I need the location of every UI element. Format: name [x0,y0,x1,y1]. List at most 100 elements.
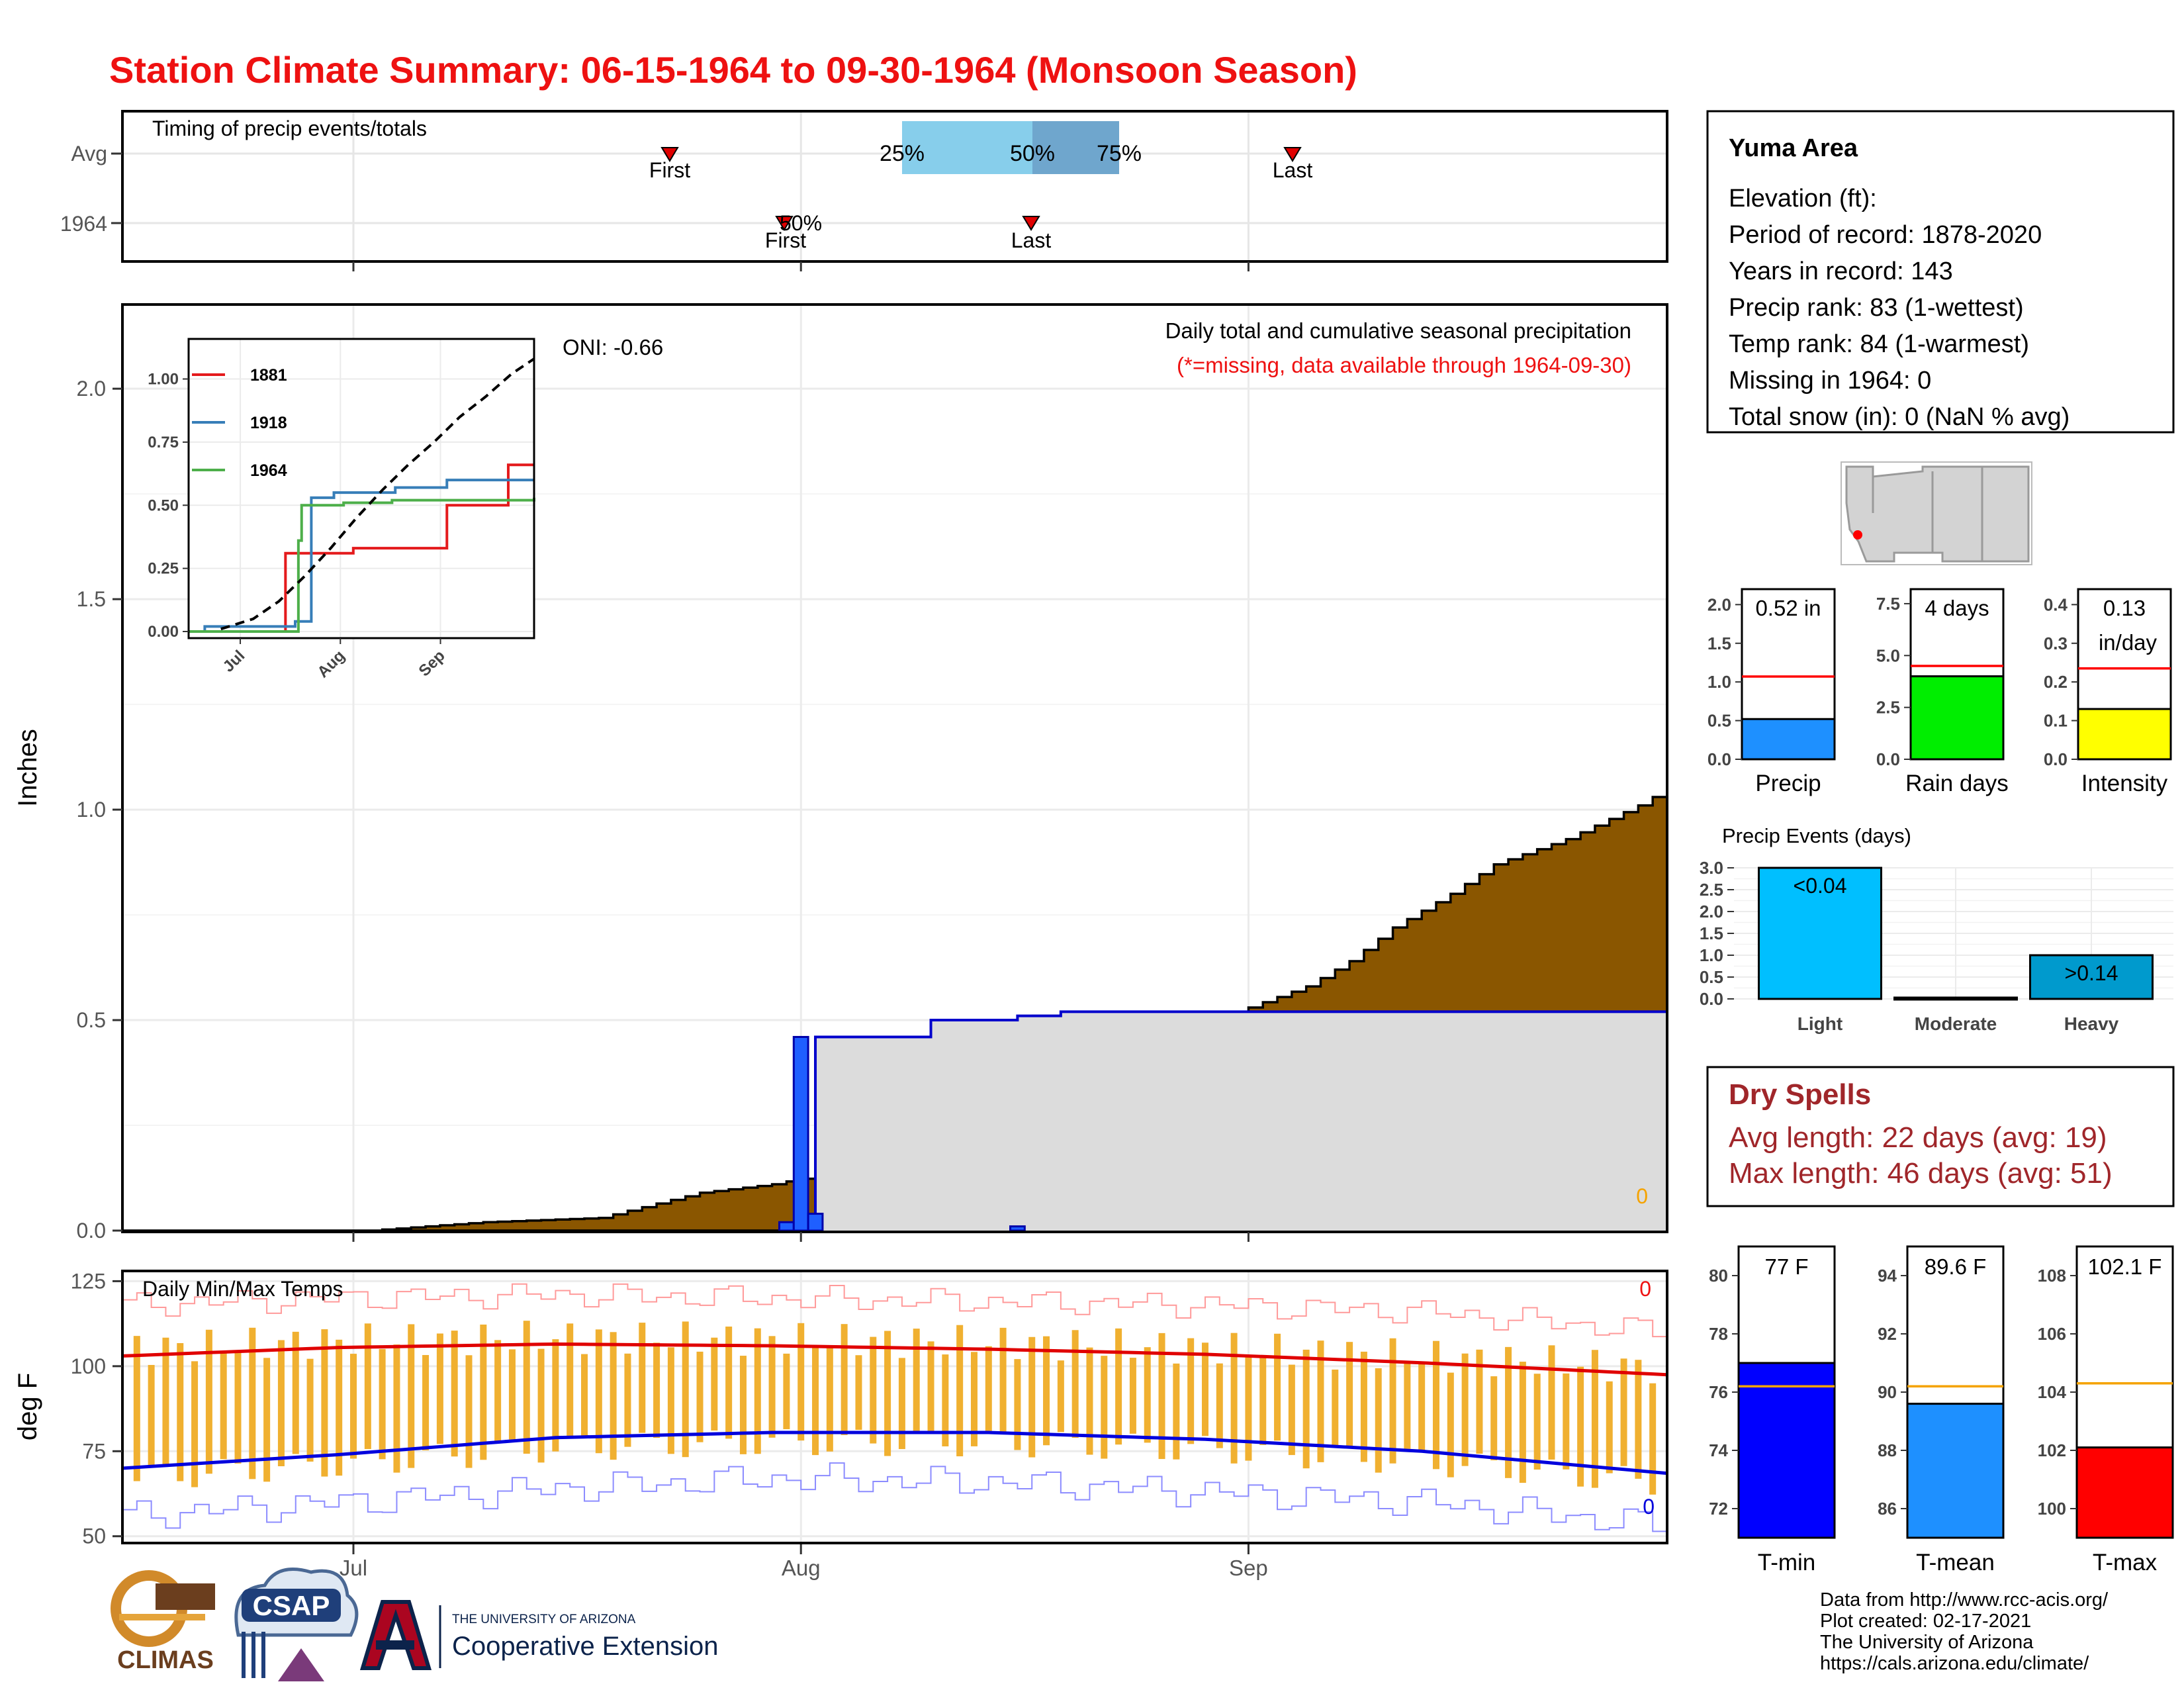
missing-count: 0 [1636,1184,1648,1208]
temp-bar-y-tick: 94 [1878,1266,1897,1286]
daily-temp-bar [970,1352,978,1446]
locator-map [1841,461,2032,565]
oni-label: ONI: -0.66 [563,335,663,359]
daily-temp-bar [1071,1330,1079,1438]
inset-legend-1964: 1964 [250,461,287,480]
temp-bar-y-tick: 108 [2038,1266,2066,1286]
ua-big-text: Cooperative Extension [452,1632,718,1661]
dry-spells-max: Max length: 46 days (avg: 51) [1729,1157,2113,1190]
temp-panel: 50 75 100 125 Jul Aug Sep Daily Min/Max Temps… [13,1269,1668,1580]
daily-temp-bar [1432,1340,1439,1470]
temp-bar-value-label: 77 F [1764,1254,1808,1279]
events-bar-heavy [2029,954,2154,1000]
timing-25-50-box [902,121,1032,174]
daily-precip-bar [807,1213,824,1232]
mini-bar-y-tick: 0.5 [1707,711,1731,731]
mini-bar-label: Rain days [1905,771,2009,796]
daily-temp-bar [436,1333,443,1444]
events-bar-label: >0.14 [2065,961,2118,985]
daily-temp-bar [148,1364,155,1466]
inset-line-1918 [189,479,534,633]
inset-y-tick: 1.00 [148,371,179,389]
timing-row-avg: Avg [71,142,107,165]
missing-note: (*=missing, data available through 1964-… [1177,353,1631,377]
daily-temp-bar [1649,1383,1657,1495]
inset-y-tick: 0.25 [148,560,179,578]
mini-bar-value [1909,675,2005,761]
daily-temp-bar [465,1355,473,1468]
events-y-tick: 2.0 [1700,902,1723,921]
avg-first-marker [660,147,679,162]
info-precip-rank: Precip rank: 83 (1-wettest) [1729,294,2024,322]
daily-temp-bar [1057,1360,1064,1432]
temp-bar-y-tick: 72 [1709,1499,1728,1519]
daily-temp-bar [234,1352,242,1464]
temp-bar-value [2075,1446,2174,1539]
daily-temp-bar [567,1323,574,1436]
daily-temp-bar [1274,1333,1281,1441]
daily-temp-bar [768,1336,776,1438]
daily-temp-bar [1158,1333,1165,1460]
station-name: Yuma Area [1729,134,1858,162]
inset-line-1881 [189,463,534,633]
daily-temp-bar [1548,1345,1555,1460]
precip-panel: 0.0 0.5 1.0 1.5 2.0 Inches ONI: -0.66 Daily … [13,303,1668,1243]
daily-temp-bar [1115,1328,1122,1445]
precip-y-tick: 1.0 [77,798,106,821]
daily-temp-bar [1461,1353,1469,1466]
mini-bar-y-tick: 5.0 [1876,645,1900,665]
timing-panel: Timing of precip events/totals Avg 1964 … [60,110,1668,271]
temp-y-tick: 100 [71,1354,106,1378]
record-max-count: 0 [1639,1277,1651,1301]
daily-temp-bar [1332,1369,1339,1447]
daily-temp-bar [162,1337,169,1466]
mini-bar-y-tick: 0.2 [2044,672,2068,692]
daily-temp-bar [1201,1342,1208,1436]
mini-bar-label: Intensity [2081,771,2168,796]
precip-events-chart: Precip Events (days) 0.00.51.01.5 2.0 2.53… [1700,824,2173,1034]
daily-temp-bar [1577,1366,1584,1487]
daily-temp-bar [408,1324,415,1468]
daily-temp-bar [985,1346,992,1431]
events-bar-light [1758,867,1882,1000]
daily-temp-bar [379,1348,386,1460]
station-info-box: Yuma Area Elevation (ft): Period of reco… [1706,110,2175,434]
daily-temp-bar [364,1323,371,1449]
events-title: Precip Events (days) [1722,824,1911,847]
daily-temp-bar [667,1347,674,1454]
temp-bar-y-tick: 100 [2038,1499,2066,1519]
daily-temp-bar [393,1344,400,1473]
dry-spells-box: Dry Spells Avg length: 22 days (avg: 19)… [1706,1066,2175,1207]
daily-temp-bar [739,1356,747,1454]
daily-temp-bar [1216,1363,1223,1448]
mini-bar-y-tick: 0.3 [2044,633,2068,653]
mini-bar-label: Precip [1755,771,1821,796]
temp-bar-label: T-max [2093,1550,2158,1575]
record-min-count: 0 [1643,1495,1655,1519]
csap-logo: CSAP [234,1568,359,1681]
daily-temp-bar [1302,1349,1310,1469]
daily-temp-bar [1519,1362,1526,1483]
events-bar-moderate [1893,996,2018,1001]
daily-temp-bar [220,1351,227,1460]
daily-temp-bar [1447,1372,1454,1477]
daily-temp-bar [826,1346,833,1452]
temp-bar-y-tick: 106 [2038,1324,2066,1344]
daily-temp-bar [422,1354,430,1451]
temp-bar-value-label: 102.1 F [2088,1254,2162,1279]
temp-bar-label: T-mean [1916,1550,1995,1575]
daily-temp-bar [898,1358,905,1450]
temp-bar-y-tick: 86 [1878,1499,1897,1519]
daily-precip-bar [1009,1225,1026,1232]
daily-temp-bar [292,1331,299,1454]
daily-temp-bar [1635,1360,1642,1479]
daily-temp-bar [1490,1376,1498,1461]
daily-temp-bar [1028,1336,1036,1458]
temp-y-tick: 125 [71,1269,106,1293]
daily-temp-bar [696,1351,704,1442]
daily-temp-bar [451,1331,458,1457]
info-period: Period of record: 1878-2020 [1729,221,2042,249]
daily-temp-bar [321,1329,328,1477]
mini-bar-y-tick: 0.4 [2044,594,2068,614]
